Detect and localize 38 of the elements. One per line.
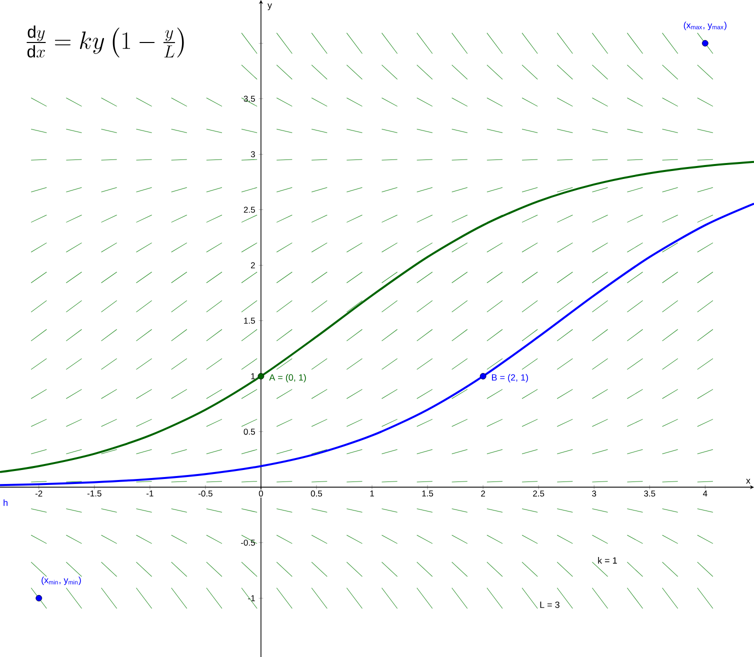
- annotation: k = 1: [598, 557, 617, 564]
- y-tick-label: 1: [251, 373, 255, 380]
- annotation: (x$_{min}$, y$_{min}$): [42, 576, 81, 585]
- x-tick-label: 0.5: [310, 490, 322, 497]
- x-tick-label: 0: [258, 490, 263, 497]
- x-tick-label: 1.5: [422, 490, 434, 496]
- point: [480, 373, 486, 380]
- line-series: [0, 160, 754, 473]
- y-axis-title: y: [268, 4, 272, 10]
- y-tick-label: 0.5: [244, 428, 255, 435]
- point: [258, 373, 264, 380]
- line-series: [0, 202, 754, 486]
- x-tick-label: -2: [35, 490, 42, 496]
- y-tick-label: 1.5: [244, 318, 255, 324]
- annotation: L = 3: [540, 602, 560, 608]
- annotation: B = (2, 1): [492, 374, 528, 382]
- x-tick-label: -1.5: [87, 490, 102, 496]
- y-tick-label: 2.5: [244, 206, 255, 213]
- point: [702, 40, 708, 46]
- point: [36, 594, 42, 602]
- x-tick-label: 1: [370, 490, 374, 496]
- text: $\frac{\mathrm{d}y}{\mathrm{d}x}=ky\left(1-\frac{y}{L}\right)$: [26, 26, 184, 58]
- x-tick-label: 2: [481, 490, 485, 496]
- y-tick-label: 3: [250, 151, 255, 158]
- y-tick-label: -0.5: [241, 540, 255, 546]
- y-tick-label: 2: [250, 262, 255, 268]
- x-tick-label: 3: [592, 490, 596, 497]
- x-tick-label: 4: [702, 490, 708, 496]
- x-tick-label: -0.5: [198, 490, 212, 497]
- annotation: h: [4, 499, 8, 506]
- y-tick-label: 3.5: [244, 96, 255, 102]
- x-axis-title: x: [746, 478, 750, 484]
- annotation: (x$_{max}$, y$_{max}$): [684, 22, 726, 30]
- y-tick-label: -1: [248, 595, 255, 602]
- x-tick-label: 2.5: [533, 490, 544, 497]
- x-tick-label: -1: [146, 490, 154, 496]
- annotation: A = (0, 1): [269, 374, 306, 382]
- x-tick-label: 3.5: [644, 490, 656, 497]
